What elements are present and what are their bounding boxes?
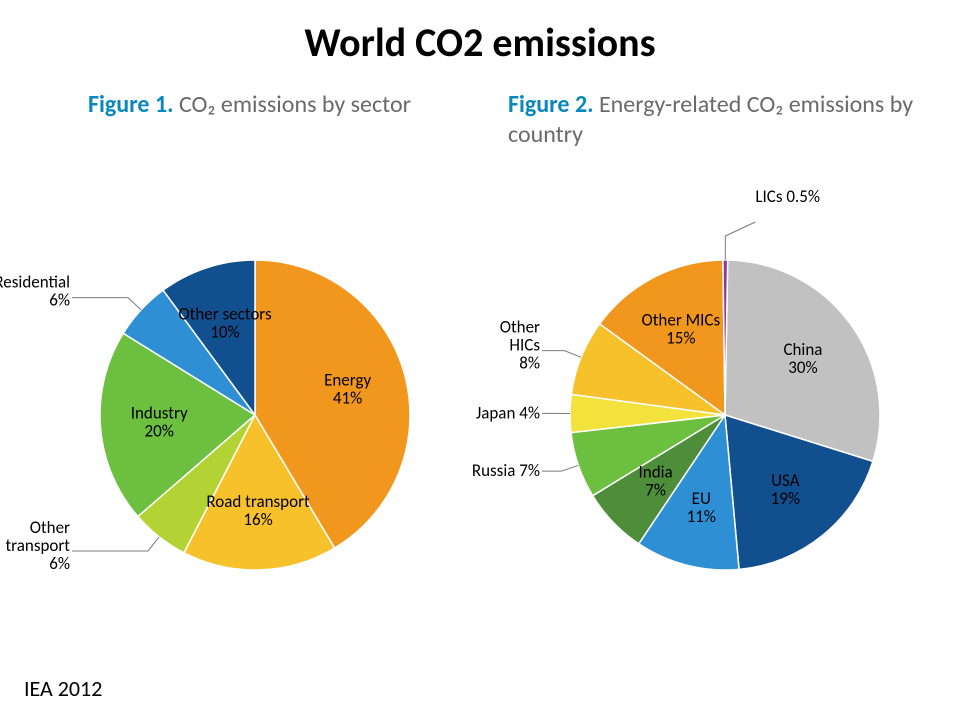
slice-label: Russia 7%	[472, 460, 540, 481]
slice-label: Residential6%	[0, 272, 70, 311]
slice-label: LICs 0.5%	[755, 186, 820, 207]
slice-label: Japan 4%	[476, 402, 540, 423]
source-label: IEA 2012	[24, 675, 102, 702]
slice-label: Othertransport6%	[5, 517, 70, 574]
figure1-caption-text: CO₂ emissions by sector	[174, 90, 411, 119]
pie-chart-country: Russia 7%Japan 4%OtherHICs8%LICs 0.5%Chi…	[500, 210, 950, 660]
figure2-number: Figure 2.	[508, 90, 594, 119]
page-title: World CO2 emissions	[0, 18, 960, 67]
slice-label: China30%	[783, 339, 822, 378]
slice-label: OtherHICs8%	[500, 317, 541, 374]
figure1-number: Figure 1.	[88, 90, 174, 119]
figure2-caption: Figure 2. Energy-related CO₂ emissions b…	[508, 90, 928, 150]
figure1-caption: Figure 1. CO₂ emissions by sector	[88, 90, 468, 120]
slice-label: USA19%	[771, 470, 800, 509]
pie-chart-sector: Othertransport6%Residential6%Energy41%Ro…	[30, 210, 480, 660]
